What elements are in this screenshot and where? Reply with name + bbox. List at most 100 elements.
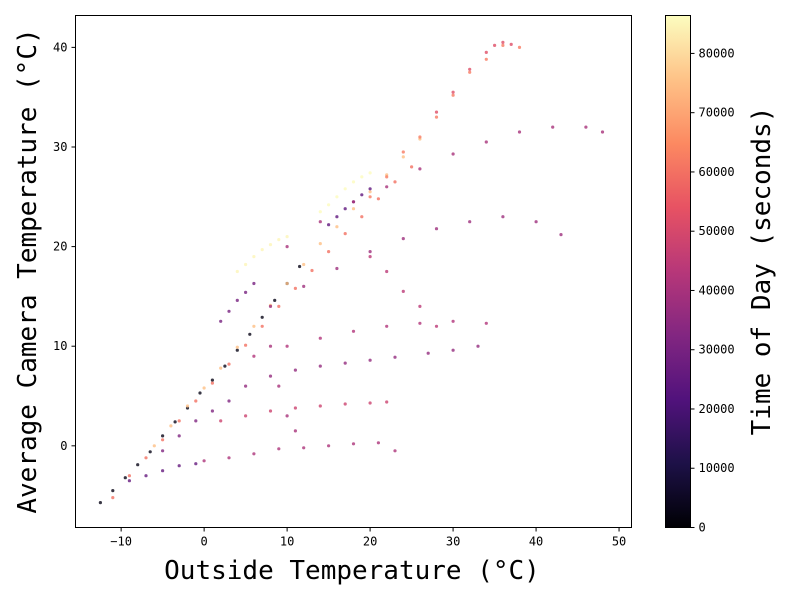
- data-point: [268, 374, 273, 378]
- data-point: [260, 315, 264, 319]
- data-point: [393, 449, 397, 453]
- data-point: [451, 319, 455, 323]
- data-point: [385, 400, 389, 404]
- data-point: [127, 479, 131, 483]
- data-point: [335, 225, 339, 229]
- data-point: [268, 409, 273, 413]
- data-point: [252, 452, 256, 456]
- data-point: [235, 298, 239, 302]
- data-point: [252, 281, 256, 286]
- data-point: [268, 344, 273, 348]
- data-point: [351, 207, 356, 211]
- data-point: [318, 220, 322, 224]
- data-point: [127, 474, 131, 478]
- x-axis-ticks: −10 0 10 20 30 40 50: [110, 527, 626, 549]
- data-point: [484, 57, 488, 61]
- data-point: [152, 444, 156, 448]
- data-point: [293, 406, 297, 410]
- data-point: [418, 321, 422, 325]
- data-point: [343, 402, 347, 406]
- y-axis-title: Average Camera Temperature (°C): [13, 28, 43, 513]
- data-point: [327, 444, 331, 448]
- scatter-points: [98, 40, 605, 505]
- colorbar-title: Time of Day (seconds): [747, 107, 777, 436]
- data-point: [202, 386, 206, 390]
- data-point: [468, 220, 472, 224]
- x-axis-title: Outside Temperature (°C): [164, 556, 540, 586]
- data-point: [111, 489, 115, 493]
- data-point: [268, 304, 273, 308]
- data-point: [534, 220, 538, 224]
- x-tick-label: −10: [110, 535, 132, 549]
- data-point: [219, 419, 223, 423]
- y-tick-label: 40: [53, 40, 67, 54]
- y-tick-label: 30: [53, 140, 67, 154]
- data-point: [136, 463, 140, 467]
- data-point: [248, 332, 252, 336]
- data-point: [161, 438, 165, 442]
- data-point: [327, 250, 331, 254]
- data-point: [434, 324, 439, 328]
- data-point: [277, 238, 281, 242]
- data-point: [401, 155, 405, 159]
- data-point: [277, 447, 281, 451]
- data-point: [493, 43, 497, 48]
- data-point: [318, 404, 322, 408]
- plot-frame: [75, 15, 632, 528]
- data-point: [335, 266, 339, 271]
- data-point: [298, 264, 302, 269]
- data-point: [194, 462, 198, 466]
- data-point: [376, 441, 380, 445]
- data-point: [343, 232, 347, 236]
- data-point: [252, 324, 256, 328]
- data-point: [385, 269, 389, 274]
- data-point: [302, 446, 306, 450]
- data-point: [385, 185, 389, 189]
- x-tick-label: 0: [201, 535, 208, 549]
- data-point: [368, 187, 372, 191]
- colorbar-ticks: 0 10000 20000 30000 40000 50000 60000 70000 8000…: [690, 46, 735, 535]
- data-point: [476, 344, 480, 348]
- data-point: [393, 355, 397, 359]
- data-point: [285, 281, 289, 286]
- data-point: [451, 90, 455, 94]
- y-tick-label: 10: [53, 339, 67, 353]
- data-point: [285, 245, 289, 249]
- data-point: [434, 115, 439, 119]
- data-point: [252, 255, 256, 259]
- data-point: [173, 420, 177, 424]
- x-tick-label: 30: [446, 535, 460, 549]
- data-point: [177, 419, 181, 423]
- data-point: [368, 401, 372, 405]
- colorbar-tick-label: 40000: [699, 283, 735, 297]
- data-point: [343, 361, 347, 365]
- data-point: [260, 324, 264, 328]
- data-point: [161, 434, 165, 438]
- colorbar-tick-label: 0: [699, 521, 706, 535]
- data-point: [327, 203, 331, 207]
- data-point: [368, 358, 372, 362]
- data-point: [244, 262, 248, 267]
- data-point: [368, 171, 372, 175]
- data-point: [210, 409, 214, 413]
- data-point: [418, 304, 422, 308]
- data-point: [484, 140, 488, 144]
- data-point: [210, 381, 214, 385]
- data-point: [509, 42, 513, 47]
- data-point: [177, 434, 181, 438]
- data-point: [401, 289, 405, 293]
- data-point: [210, 378, 214, 382]
- data-point: [517, 130, 522, 134]
- data-point: [393, 180, 397, 184]
- data-point: [318, 336, 322, 340]
- data-point: [223, 364, 227, 368]
- data-point: [144, 474, 148, 478]
- data-point: [360, 215, 364, 219]
- data-point: [517, 45, 522, 50]
- data-point: [161, 469, 165, 473]
- x-tick-label: 40: [529, 535, 543, 549]
- data-point: [351, 442, 356, 446]
- data-point: [302, 262, 306, 267]
- data-point: [285, 344, 289, 348]
- data-point: [177, 464, 181, 468]
